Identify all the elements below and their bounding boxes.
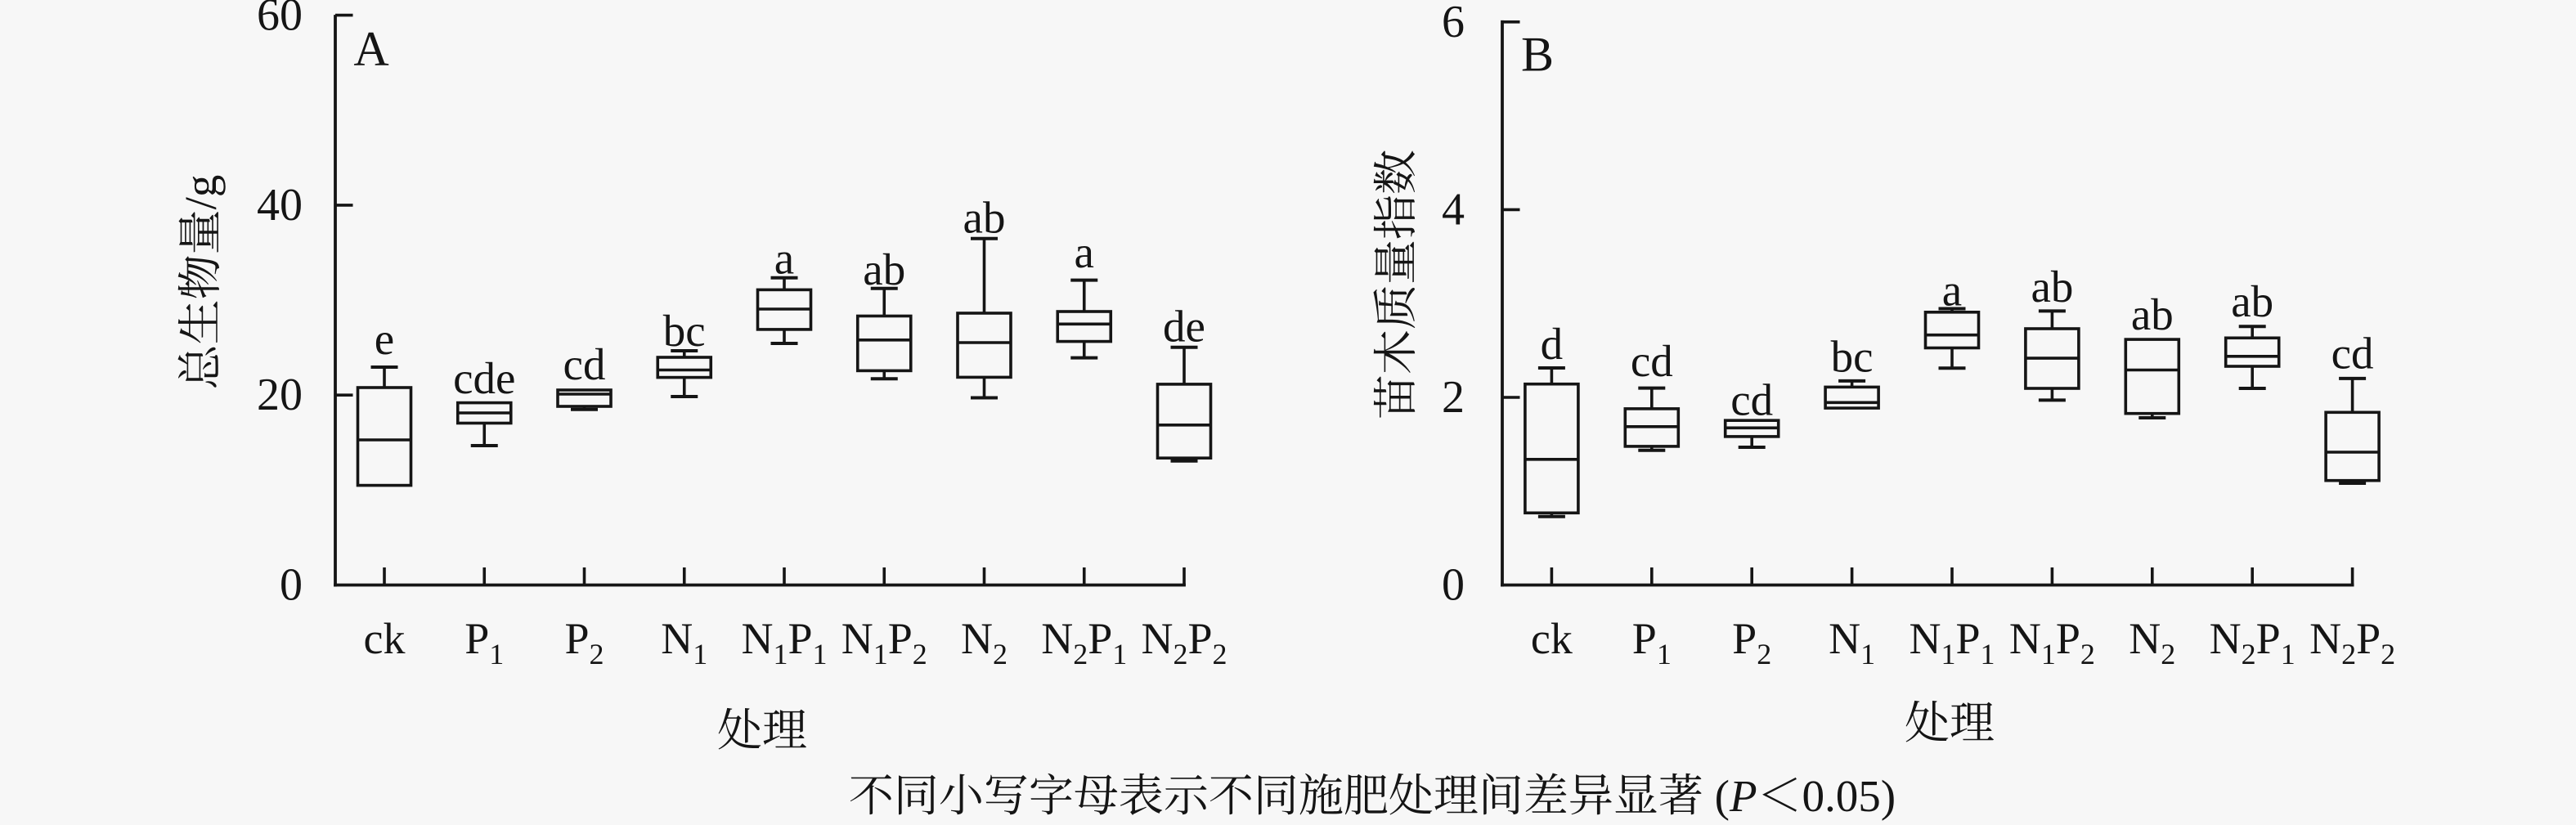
svg-text:ck: ck (1531, 614, 1573, 663)
svg-text:e: e (375, 314, 394, 364)
svg-text:B: B (1521, 28, 1554, 82)
svg-text:0: 0 (280, 560, 303, 611)
svg-text:a: a (1075, 227, 1094, 277)
svg-text:cde: cde (453, 353, 515, 403)
svg-text:cd: cd (2331, 328, 2374, 378)
svg-text:ab: ab (2231, 276, 2273, 326)
svg-text:de: de (1163, 302, 1205, 352)
svg-text:a: a (774, 234, 794, 284)
svg-text:ab: ab (863, 244, 905, 294)
svg-text:N1: N1 (661, 614, 707, 670)
svg-text:a: a (1942, 266, 1962, 316)
svg-text:d: d (1541, 319, 1564, 369)
svg-text:bc: bc (663, 306, 706, 356)
svg-text:P2: P2 (1732, 614, 1771, 670)
svg-text:ab: ab (963, 193, 1006, 243)
svg-text:N1P2: N1P2 (2009, 614, 2095, 670)
svg-text:0: 0 (1442, 560, 1465, 611)
svg-text:ab: ab (2031, 262, 2073, 312)
svg-text:60: 60 (257, 0, 303, 41)
svg-text:4: 4 (1442, 184, 1465, 235)
svg-text:cd: cd (1631, 336, 1673, 386)
svg-text:ab: ab (2131, 289, 2174, 339)
svg-text:2: 2 (1442, 372, 1465, 423)
svg-text:A: A (353, 22, 388, 76)
svg-text:ck: ck (364, 614, 406, 663)
svg-text:bc: bc (1831, 332, 1874, 382)
svg-text:cd: cd (1730, 374, 1773, 424)
svg-text:6: 6 (1442, 0, 1465, 47)
svg-text:cd: cd (563, 339, 606, 389)
svg-text:40: 40 (257, 180, 303, 231)
svg-text:20: 20 (257, 370, 303, 420)
